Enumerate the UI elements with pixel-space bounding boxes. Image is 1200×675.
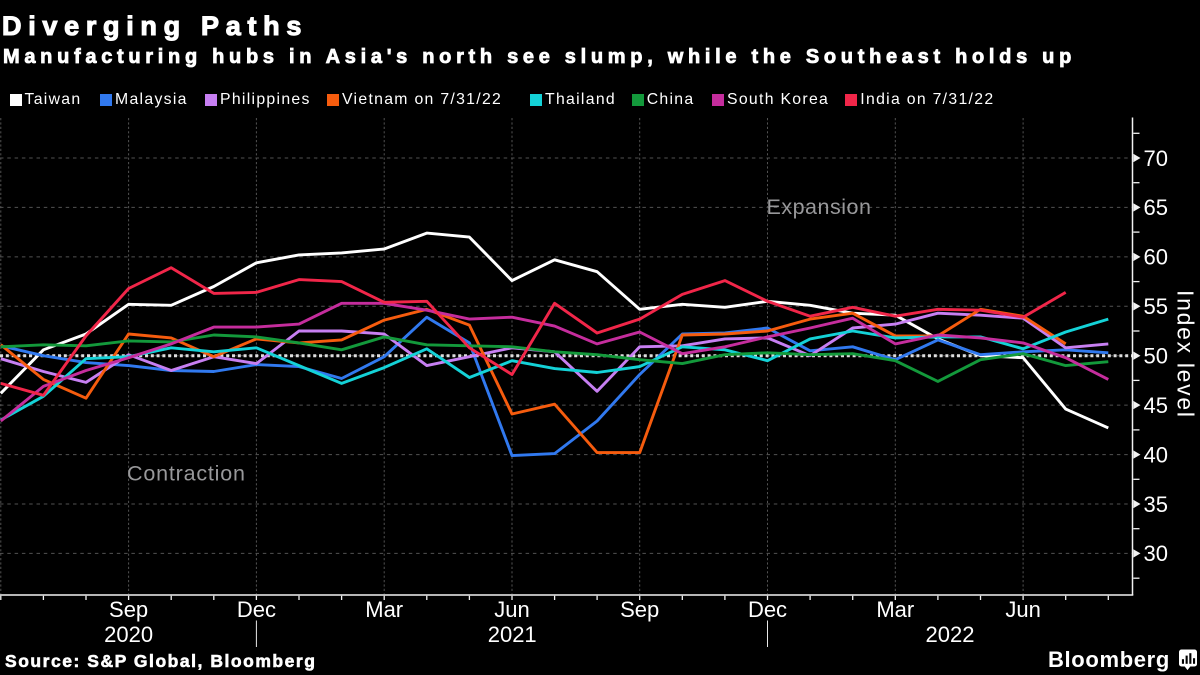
svg-text:65: 65 [1144,195,1168,220]
svg-text:50: 50 [1144,344,1168,369]
svg-text:30: 30 [1144,541,1168,566]
svg-text:Mar: Mar [876,597,914,622]
svg-text:45: 45 [1144,393,1168,418]
svg-text:55: 55 [1144,294,1168,319]
svg-text:Index level: Index level [1173,290,1199,419]
svg-text:35: 35 [1144,492,1168,517]
svg-text:Expansion: Expansion [767,195,872,219]
svg-text:70: 70 [1144,146,1168,171]
svg-text:2020: 2020 [104,622,153,647]
svg-text:40: 40 [1144,442,1168,467]
svg-text:2021: 2021 [488,622,537,647]
svg-text:Dec: Dec [237,597,276,622]
svg-text:2022: 2022 [926,622,975,647]
svg-text:Dec: Dec [748,597,787,622]
svg-text:Jun: Jun [1005,597,1040,622]
svg-text:60: 60 [1144,245,1168,270]
svg-text:Contraction: Contraction [127,462,246,486]
svg-text:Mar: Mar [365,597,403,622]
svg-text:Sep: Sep [109,597,148,622]
svg-text:Jun: Jun [494,597,529,622]
svg-text:Sep: Sep [620,597,659,622]
